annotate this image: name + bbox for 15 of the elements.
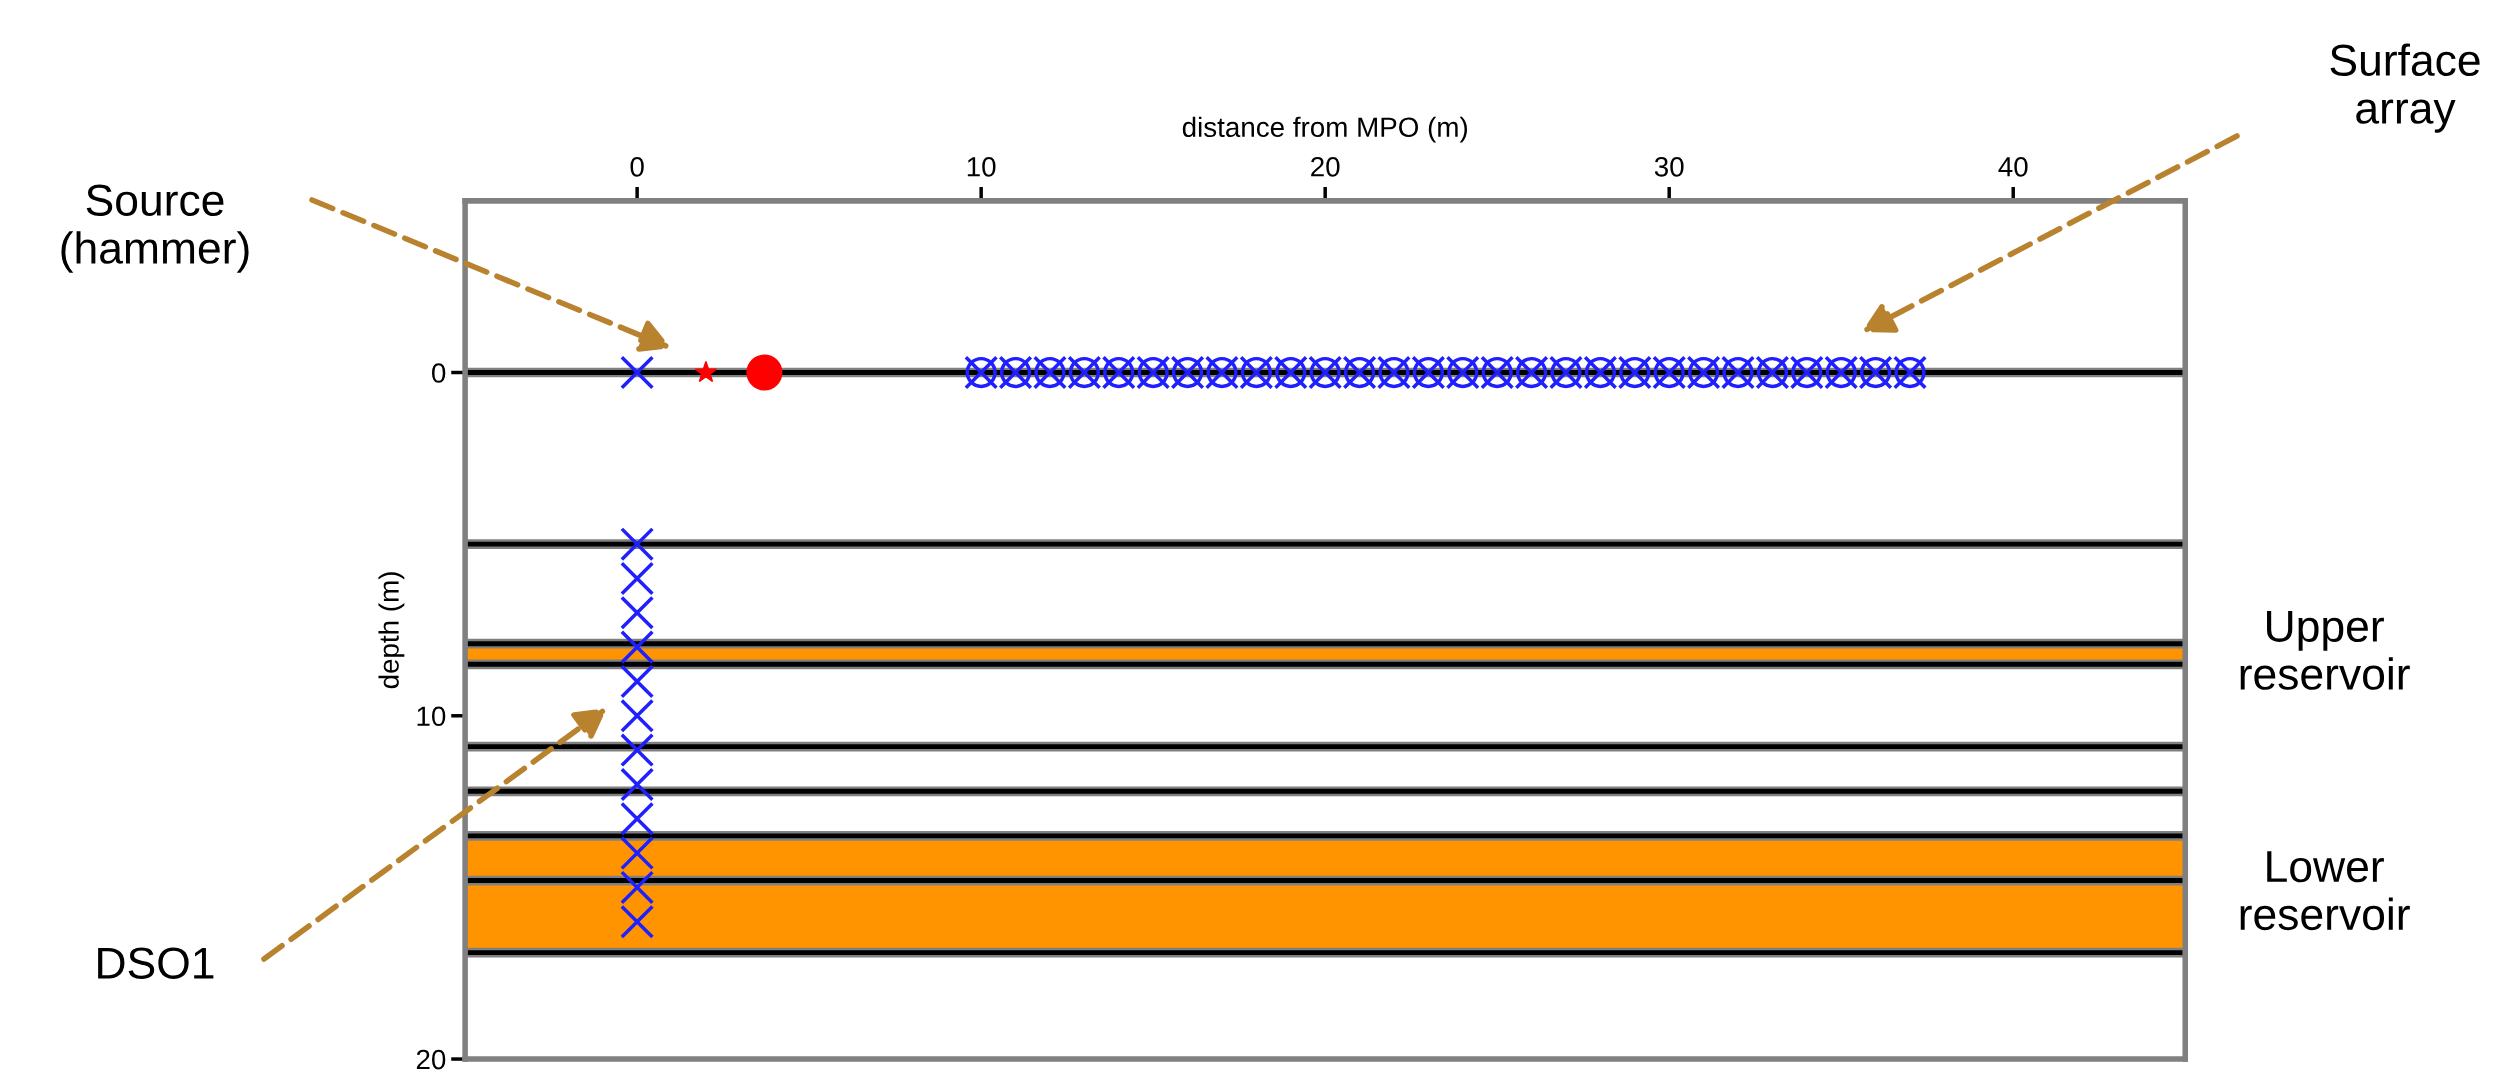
text: Surface array bbox=[2330, 43, 2480, 133]
y-tick-label: 0 bbox=[432, 363, 446, 383]
y-tick-label: 10 bbox=[417, 706, 446, 727]
x-tick-label: 30 bbox=[1654, 156, 1684, 177]
x-axis-title: distance from MPO (m) bbox=[1182, 116, 1467, 143]
y-tick-label: 20 bbox=[416, 1049, 446, 1070]
y-axis-title: depth (m) bbox=[378, 572, 405, 689]
text: DSO1 bbox=[98, 947, 214, 979]
x-tick-label: 10 bbox=[967, 156, 996, 177]
x-tick-label: 0 bbox=[630, 156, 644, 177]
band-label: Lower reservoir bbox=[2240, 851, 2410, 931]
band-label: Upper reservoir bbox=[2240, 610, 2410, 690]
x-tick-label: 20 bbox=[1311, 156, 1340, 177]
x-tick-label: 40 bbox=[1998, 156, 2028, 177]
source-note: Source (hammer) bbox=[61, 184, 249, 273]
